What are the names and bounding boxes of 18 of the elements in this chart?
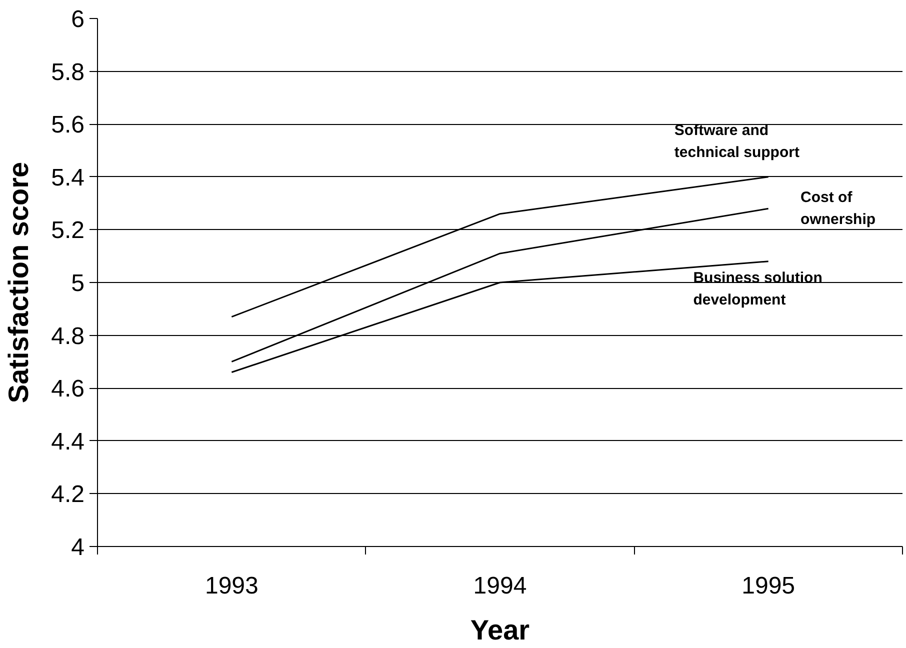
y-tick-label: 4 (71, 534, 85, 561)
text: Cost of ownership (800, 189, 876, 228)
series-label: Software and technical support (674, 122, 800, 162)
x-tick-label: 1993 (204, 572, 258, 600)
y-tick-label: 5.2 (51, 217, 85, 244)
x-tick-label: 1994 (473, 572, 527, 600)
y-tick-label: 4.6 (51, 376, 85, 403)
y-axis-title: Satisfaction score (3, 162, 34, 404)
y-tick-label: 5 (71, 270, 85, 297)
y-tick-label: 4.2 (51, 481, 85, 508)
y-tick-label: 5.4 (51, 164, 85, 192)
y-tick-label: 4.8 (51, 322, 85, 350)
x-tick-label: 1995 (742, 572, 796, 600)
y-tick-label: 4.4 (51, 428, 85, 456)
y-tick-label: 6 (71, 6, 85, 33)
y-tick-label: 5.8 (51, 58, 85, 86)
y-tick-label: 5.6 (51, 112, 85, 139)
x-axis-title: Year (470, 614, 530, 646)
